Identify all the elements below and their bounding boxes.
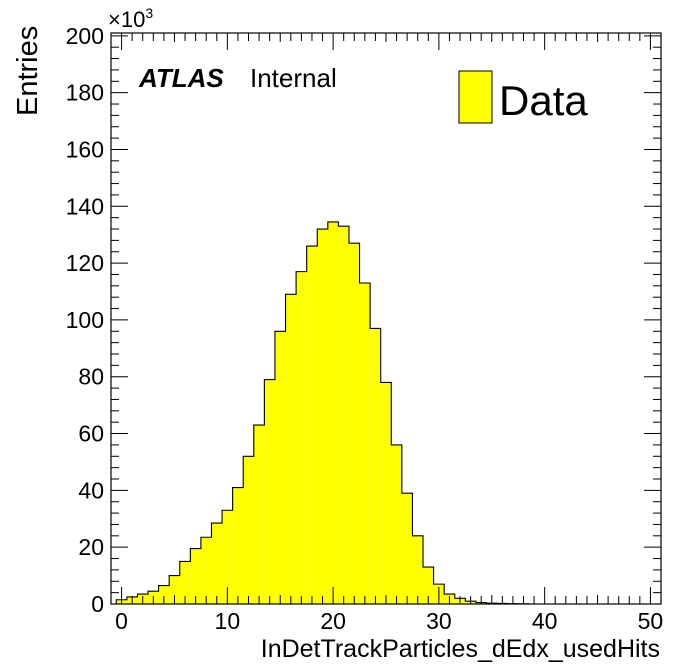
x-tick-label: 10 — [215, 608, 241, 634]
y-tick-label: 120 — [66, 250, 104, 276]
histogram-bars — [115, 221, 656, 605]
histogram-bar — [359, 282, 371, 604]
histogram-bar — [253, 425, 265, 604]
y-tick-label: 0 — [91, 591, 104, 617]
histogram-bar — [264, 379, 275, 604]
legend-label-data: Data — [499, 77, 588, 124]
histogram-bar — [285, 294, 297, 604]
histogram-bar — [211, 523, 223, 604]
internal-label: Internal — [250, 63, 337, 93]
histogram-bar — [190, 548, 201, 604]
histogram-bar — [306, 246, 318, 605]
histogram-bar — [412, 535, 424, 604]
y-tick-label: 100 — [66, 307, 104, 333]
y-tick-label: 200 — [66, 23, 104, 49]
histogram-bar — [243, 456, 254, 604]
x-tick-label: 30 — [426, 608, 452, 634]
x-axis-ticks: 0 10 20 30 40 50 — [115, 33, 663, 634]
y-axis-title: Entries — [12, 26, 44, 116]
histogram-bar — [317, 229, 328, 604]
histogram-bar — [423, 567, 434, 604]
histogram-bar — [327, 221, 339, 604]
histogram-bar — [338, 226, 349, 604]
y-multiplier-base: ×10 — [108, 7, 145, 32]
x-tick-label: 50 — [638, 608, 664, 634]
y-tick-label: 20 — [78, 534, 104, 560]
y-tick-label: 60 — [78, 421, 104, 447]
histogram-bar — [169, 575, 180, 604]
atlas-label: ATLAS — [138, 63, 224, 93]
histogram-bar — [391, 444, 402, 604]
legend: Data — [458, 70, 588, 124]
x-axis-title: InDetTrackParticles_dEdx_usedHits — [261, 635, 660, 663]
histogram-bar — [200, 537, 212, 604]
x-tick-label: 20 — [320, 608, 346, 634]
histogram-bar — [348, 243, 360, 604]
plot-frame — [110, 32, 662, 605]
x-tick-label: 0 — [115, 608, 128, 634]
y-tick-label: 140 — [66, 193, 104, 219]
histogram-bar — [380, 382, 392, 604]
legend-swatch-data — [458, 70, 493, 124]
histogram-bar — [274, 331, 286, 604]
y-multiplier-exponent: 3 — [145, 5, 153, 21]
histogram-bar — [232, 487, 244, 604]
y-axis-ticks: 0 20 40 60 80 100 120 140 160 180 200 — [66, 23, 661, 617]
y-tick-label: 40 — [78, 477, 104, 503]
y-tick-label: 160 — [66, 136, 104, 162]
y-tick-label: 180 — [66, 80, 104, 106]
histogram-bar — [296, 271, 307, 604]
histogram-bar — [401, 493, 413, 604]
x-tick-label: 40 — [532, 608, 558, 634]
histogram-bar — [370, 328, 381, 604]
histogram-bar — [158, 585, 170, 604]
histogram-bar — [222, 510, 233, 604]
histogram-bar — [179, 561, 191, 604]
y-tick-label: 80 — [78, 364, 104, 390]
y-multiplier-label: ×103 — [108, 5, 153, 32]
